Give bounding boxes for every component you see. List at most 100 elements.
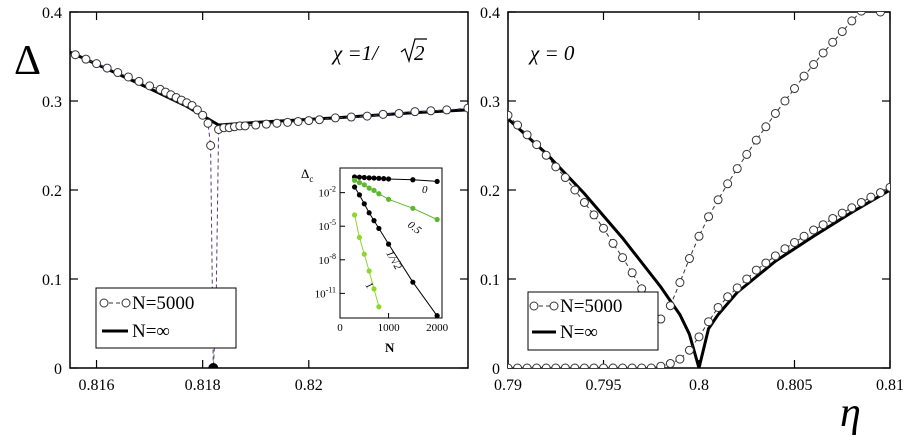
data-point-n5000 [732, 164, 742, 174]
data-point-n5000 [113, 68, 123, 78]
inset-data-point [371, 286, 377, 292]
x-tick-label: 0.8 [689, 377, 709, 394]
legend-marker [121, 298, 131, 308]
data-point-n5000 [675, 278, 685, 288]
inset-y-tick-label: 10-8 [318, 252, 336, 267]
inset-data-point [361, 201, 367, 207]
data-point-n5000 [732, 283, 742, 293]
legend-n5000-label: N=5000 [132, 293, 194, 314]
y-tick-label: 0.4 [480, 5, 500, 22]
data-point-n5000 [608, 363, 618, 368]
data-point-n5000 [426, 106, 436, 116]
data-point-n5000 [198, 110, 208, 120]
inset-data-point [361, 174, 367, 181]
data-point-n5000 [522, 130, 532, 140]
data-point-n5000 [560, 173, 570, 183]
inset-data-point [434, 313, 440, 318]
y-tick-label: 0.2 [480, 183, 500, 200]
data-point-n5000 [809, 60, 819, 70]
right-y-ticks: 0 0.1 0.2 0.3 0.4 [480, 5, 890, 378]
y-tick-label: 0.2 [42, 183, 62, 200]
data-point-n5000 [867, 0, 875, 5]
inset-series-line [354, 214, 380, 307]
inset-data-point [410, 279, 416, 285]
data-point-n5000 [618, 363, 628, 368]
data-point-n5000 [145, 81, 155, 91]
inset-data-point [366, 210, 372, 216]
data-point-n5000 [70, 50, 80, 60]
data-point-n5000 [847, 16, 857, 26]
inset-data-point [385, 241, 392, 247]
left-x-ticks: 0.816 0.818 0.82 [79, 12, 323, 394]
data-point-n5000 [134, 76, 144, 86]
data-point-n5000 [761, 258, 771, 268]
data-point-n5000 [261, 119, 271, 129]
inset-data-point [366, 175, 372, 181]
x-tick-label: 0.81 [876, 377, 904, 394]
data-point-n5000 [675, 354, 685, 364]
data-point-n5000 [665, 359, 675, 368]
data-point-n5000 [81, 54, 91, 64]
data-point-n5000 [378, 109, 388, 119]
inset-data-point [351, 177, 358, 183]
data-point-n5000 [330, 113, 340, 123]
data-point-n5000 [608, 238, 618, 248]
y-tick-label: 0.4 [42, 5, 62, 22]
data-point-n5000 [694, 231, 704, 241]
data-point-n5000 [790, 238, 799, 248]
data-point-n5000 [790, 84, 799, 94]
data-point-n5000 [508, 363, 513, 368]
data-point-n5000 [637, 363, 647, 368]
data-point-n5000 [579, 363, 589, 368]
inset-data-point [410, 177, 416, 183]
data-point-n5000 [532, 363, 542, 368]
data-point-n5000 [513, 120, 523, 130]
data-point-n5000 [599, 223, 608, 233]
inset-data-point [385, 176, 392, 182]
data-point-n5000 [875, 12, 885, 17]
data-point-n5000 [713, 302, 723, 312]
y-tick-label: 0 [492, 361, 500, 378]
y-tick-label: 0 [54, 361, 62, 378]
data-point-n5000 [240, 121, 250, 131]
right-legend-box [527, 291, 659, 351]
inset-data-point [351, 212, 358, 218]
x-tick-label: 0.816 [79, 377, 115, 394]
data-point-n5000 [742, 149, 752, 159]
data-point-n5000 [251, 120, 261, 130]
data-point-n5000 [866, 192, 876, 202]
data-point-n5000 [346, 112, 356, 122]
inset-data-point [361, 251, 367, 257]
inset-data-point [371, 218, 377, 224]
data-point-n5000 [818, 48, 828, 58]
data-point-n5000 [684, 345, 694, 355]
data-point-n5000 [599, 363, 608, 368]
left-annotation: χ =1/ 2 [331, 38, 427, 65]
data-point-n5000 [304, 116, 314, 126]
inset-data-point [356, 192, 363, 198]
inset-data-point [361, 182, 367, 188]
inset-plot-frame [339, 167, 443, 319]
legend-n5000-label: N=5000 [560, 296, 622, 317]
critical-point-marker [208, 363, 219, 368]
inset-x-tick-label: 1000 [378, 322, 401, 334]
left-y-ticks: 0 0.1 0.2 0.3 0.4 [42, 5, 468, 378]
inset-data-point [366, 185, 372, 191]
sqrt-sign [400, 38, 427, 64]
data-point-n5000 [513, 363, 523, 368]
right-panel: 0 0.1 0.2 0.3 0.4 0.79 0.795 0.8 0.805 0.81 χ = … [480, 0, 904, 436]
inset-data-point [434, 216, 440, 223]
data-point-n5000 [541, 150, 551, 160]
inset-data-point [376, 175, 382, 181]
data-point-n5000 [751, 135, 761, 145]
data-point-n5000 [656, 361, 666, 368]
inset-data-point [371, 187, 377, 193]
data-point-n5000 [885, 182, 890, 192]
inset-data-point [351, 184, 358, 190]
right-x-ticks: 0.79 0.795 0.8 0.805 0.81 [494, 12, 904, 394]
data-point-n5000 [589, 210, 599, 220]
x-tick-label: 0.818 [185, 377, 221, 394]
data-point-n5000 [856, 197, 866, 207]
data-point-n5000 [828, 213, 838, 223]
